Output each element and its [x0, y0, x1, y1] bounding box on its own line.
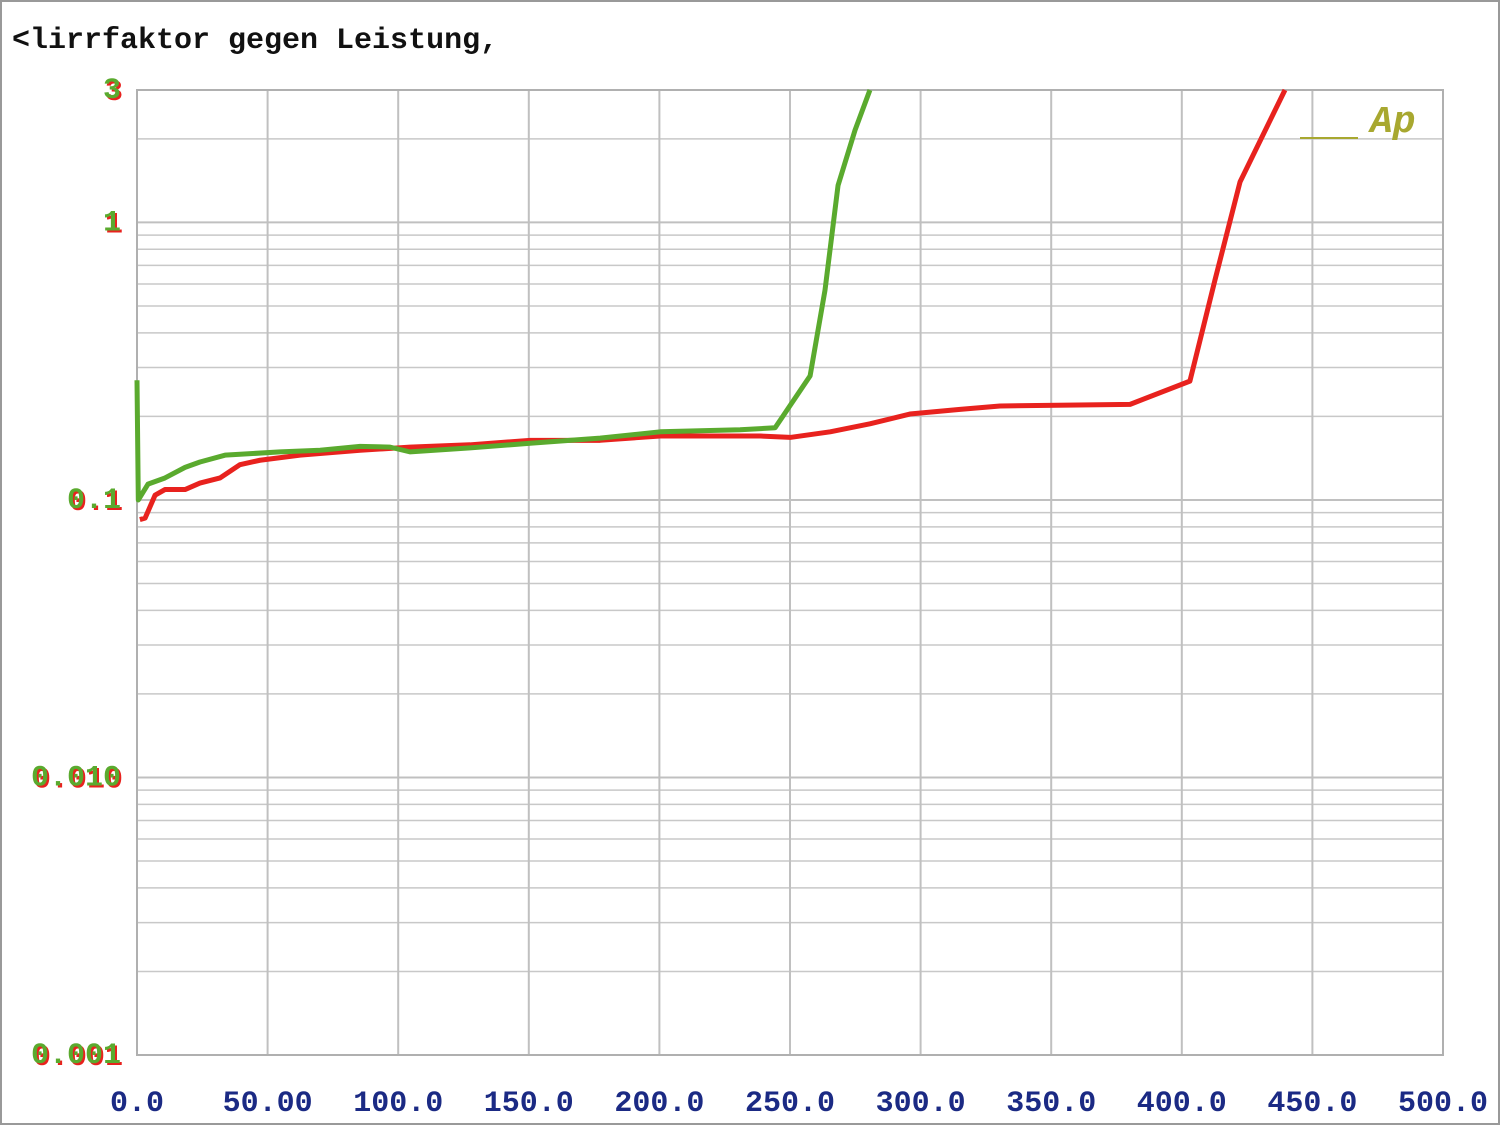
- x-tick-label: 350.0: [1006, 1087, 1096, 1121]
- y-tick-label-shadow: 0.001: [33, 1041, 123, 1075]
- y-tick-label-shadow: 0.1: [69, 486, 123, 520]
- x-tick-label: 150.0: [484, 1087, 574, 1121]
- series-line: [134, 89, 873, 503]
- x-tick-label: 300.0: [876, 1087, 966, 1121]
- x-tick-label: 50.00: [223, 1087, 313, 1121]
- x-tick-label: 250.0: [745, 1087, 835, 1121]
- x-tick-label: 200.0: [614, 1087, 704, 1121]
- chart-title: <lirrfaktor gegen Leistung,: [12, 24, 498, 58]
- x-tick-label: 450.0: [1267, 1087, 1357, 1121]
- y-tick-label: 0.1: [67, 484, 121, 518]
- y-tick-label: 0.001: [31, 1039, 121, 1073]
- y-tick-label: 1: [103, 206, 121, 240]
- y-tick-label-shadow: 1: [105, 208, 123, 242]
- annotation: Ap: [1368, 101, 1416, 144]
- y-tick-label: 3: [103, 74, 121, 108]
- y-tick-label-shadow: 0.010: [33, 763, 123, 797]
- y-tick-label: 0.010: [31, 761, 121, 795]
- x-tick-label: 100.0: [353, 1087, 443, 1121]
- x-tick-label: 0.0: [110, 1087, 164, 1121]
- x-tick-label: 500.0: [1398, 1087, 1488, 1121]
- y-tick-label-shadow: 3: [105, 76, 123, 110]
- x-tick-label: 400.0: [1137, 1087, 1227, 1121]
- plot-border: [136, 89, 1444, 1056]
